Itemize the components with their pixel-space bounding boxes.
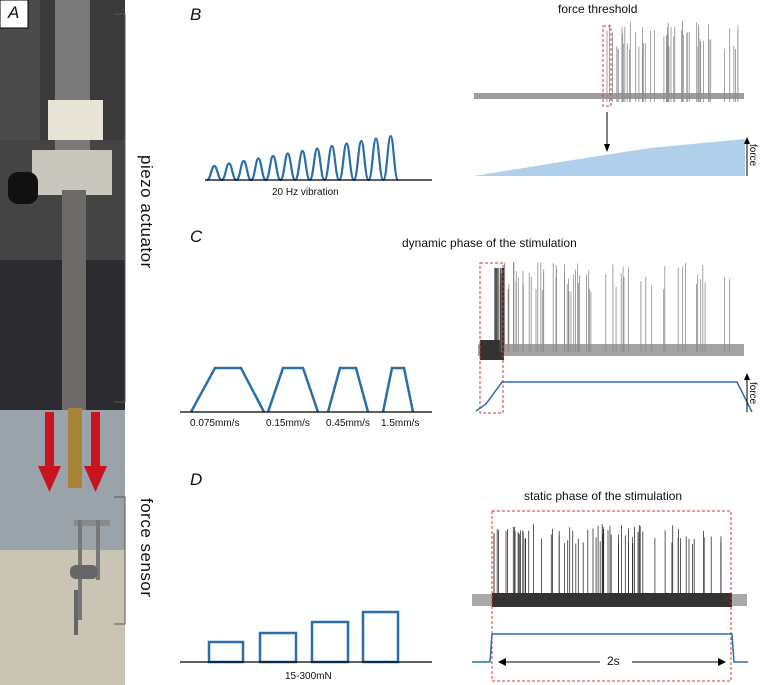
- duration-label: 2s: [607, 654, 620, 668]
- threshold-arrowhead: [604, 144, 610, 152]
- panel-b-spike-trace: [474, 20, 744, 102]
- speed-label-4: 1.5mm/s: [381, 418, 420, 429]
- panel-d-letter: D: [190, 470, 203, 489]
- dynamic-phase-box: [479, 262, 504, 414]
- step-stimulus: [361, 610, 400, 664]
- panel-d-force-trace: [472, 633, 748, 663]
- ramp-stimulus: [189, 366, 266, 413]
- panel-d-title: static phase of the stimulation: [524, 489, 683, 503]
- vibration-wave: [206, 134, 400, 182]
- panel-b-force-axis-head: [744, 137, 750, 144]
- step-stimulus: [207, 640, 245, 664]
- static-phase-box: [491, 510, 732, 682]
- speed-label-3: 0.45mm/s: [326, 418, 370, 429]
- duration-arrowhead-right: [718, 658, 726, 666]
- step-stimuli: [207, 610, 400, 664]
- speed-label-1: 0.075mm/s: [190, 418, 240, 429]
- ramp-stimulus: [381, 366, 415, 413]
- vibration-label: 20 Hz vibration: [272, 187, 339, 198]
- panel-a-letter: A: [8, 3, 20, 22]
- force-range-label: 15-300mN: [285, 671, 332, 682]
- duration-arrowhead-left: [498, 658, 506, 666]
- speed-label-2: 0.15mm/s: [266, 418, 310, 429]
- apparatus-photo-drawing: [0, 0, 125, 685]
- panel-c-force-trace: [475, 381, 753, 413]
- noise-band: [478, 344, 744, 356]
- step-stimulus: [258, 631, 298, 664]
- threshold-box: [602, 25, 612, 107]
- panel-c-title: dynamic phase of the stimulation: [402, 236, 577, 250]
- panel-b-force-ramp: [474, 139, 745, 176]
- step-stimulus: [310, 620, 350, 664]
- panel-c-letter: C: [190, 227, 203, 246]
- panel-b-letter: B: [190, 5, 202, 24]
- apparatus-photo: A: [0, 0, 125, 685]
- panel-d-spike-trace: [472, 524, 747, 607]
- force-ramp-area: [474, 139, 745, 176]
- vibration-stimulus: [206, 134, 400, 182]
- panel-c-force-axis-head: [744, 373, 750, 380]
- ramp-stimulus: [266, 366, 320, 413]
- panel-b-title: force threshold: [558, 2, 638, 16]
- ramp-stimuli: [189, 366, 415, 413]
- ramp-stimulus: [326, 366, 370, 413]
- panel-c-spike-trace: [478, 262, 744, 360]
- noise-band-dark: [492, 593, 732, 607]
